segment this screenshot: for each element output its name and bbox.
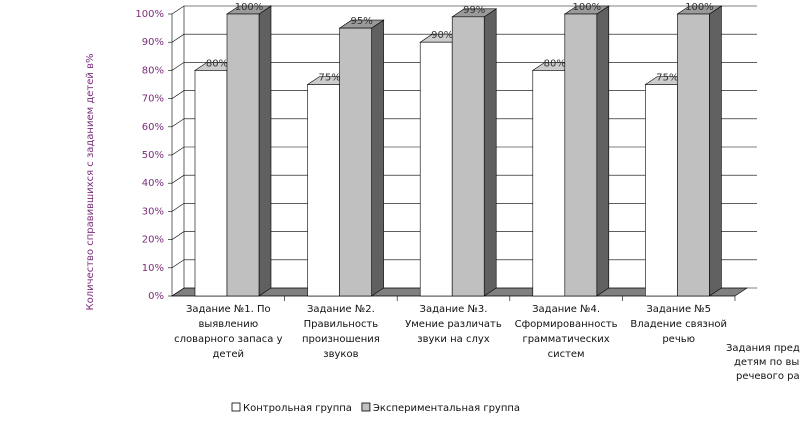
y-tick-label: 60% xyxy=(142,122,164,133)
x-tick-label-box: Задание №3. Умение различать звуки на сл… xyxy=(405,304,502,345)
y-tick-label: 40% xyxy=(142,178,164,189)
x-tick-label-box: Задание №5 Владение связной речью xyxy=(630,304,728,345)
bar xyxy=(564,13,598,297)
x-tick-label-box: Задание №1. По выявлению словарного запа… xyxy=(174,304,283,360)
bar xyxy=(339,27,372,297)
value-label: 100% xyxy=(573,2,602,13)
value-label: 90% xyxy=(431,30,453,41)
x-axis-label: детям по вы xyxy=(734,357,799,368)
bar xyxy=(645,84,678,297)
x-tick-label-box: Задание №4. Сформированность грамматичес… xyxy=(514,304,618,360)
x-tick-label: Задание №4. Сформированность грамматичес… xyxy=(514,304,618,360)
x-axis-label: речевого ра xyxy=(736,371,800,382)
bar xyxy=(419,41,453,297)
grid-line xyxy=(171,5,757,15)
bar xyxy=(226,13,260,297)
bar-side xyxy=(258,5,272,297)
legend-label: Экспериментальная группа xyxy=(373,403,520,414)
value-label: 95% xyxy=(350,16,372,27)
legend-label: Контрольная группа xyxy=(243,403,352,414)
bar xyxy=(677,13,710,297)
value-label: 80% xyxy=(206,58,228,69)
bar xyxy=(307,84,340,297)
y-tick-label: 100% xyxy=(135,9,164,20)
value-label: 100% xyxy=(685,2,714,13)
x-tick-label: Задание №1. По выявлению словарного запа… xyxy=(174,304,283,360)
value-label: 99% xyxy=(463,5,485,16)
bar xyxy=(532,70,566,297)
y-tick-label: 0% xyxy=(148,291,164,302)
x-tick-label: Задание №3. Умение различать звуки на сл… xyxy=(405,304,502,345)
bar-side xyxy=(483,8,497,297)
x-tick-label-box: Задание №2. Правильность произношения зв… xyxy=(301,304,380,360)
value-label: 100% xyxy=(235,2,264,13)
y-tick-label: 30% xyxy=(142,206,164,217)
y-tick-label: 90% xyxy=(142,37,164,48)
bar xyxy=(451,16,485,297)
y-tick-label: 20% xyxy=(142,235,164,246)
y-tick-label: 80% xyxy=(142,65,164,76)
bar xyxy=(194,70,228,297)
legend-swatch xyxy=(361,402,371,412)
value-label: 80% xyxy=(544,58,566,69)
y-tick-label: 10% xyxy=(142,263,164,274)
x-axis-label: Задания предл xyxy=(726,343,800,354)
x-tick-label: Задание №2. Правильность произношения зв… xyxy=(301,304,380,360)
x-tick-label: Задание №5 Владение связной речью xyxy=(630,304,728,345)
legend-swatch xyxy=(231,402,241,412)
bar-side xyxy=(596,5,610,297)
y-tick-label: 50% xyxy=(142,150,164,161)
bar-side xyxy=(709,5,722,297)
bar-side xyxy=(371,19,384,297)
y-axis-label: Количество справившихся с заданием детей… xyxy=(85,54,96,311)
value-label: 75% xyxy=(656,73,678,84)
value-label: 75% xyxy=(318,73,340,84)
y-tick-label: 70% xyxy=(142,94,164,105)
